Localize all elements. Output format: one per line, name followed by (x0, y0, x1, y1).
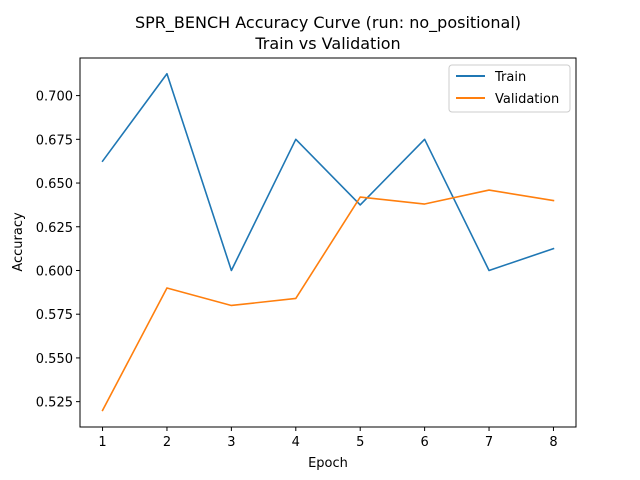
x-tick-label: 5 (356, 435, 364, 450)
x-axis: 1 2 3 4 5 6 7 8 (98, 427, 558, 450)
y-axis: 0.525 0.550 0.575 0.600 0.625 0.650 0.675 0.700 (36, 90, 80, 411)
x-axis-label: Epoch (308, 456, 348, 471)
y-tick-label: 0.550 (36, 352, 73, 367)
series-line-validation (101, 189, 555, 412)
chart-subtitle: Train vs Validation (254, 34, 400, 53)
y-tick-label: 0.650 (36, 177, 73, 192)
x-tick-label: 6 (420, 435, 428, 450)
y-tick-label: 0.675 (36, 133, 73, 148)
legend-label-validation: Validation (495, 92, 559, 107)
x-tick-label: 2 (163, 435, 171, 450)
y-tick-label: 0.700 (36, 90, 73, 105)
x-tick-label: 4 (292, 435, 300, 450)
series-lines (101, 72, 555, 412)
x-tick-label: 8 (549, 435, 557, 450)
plot-frame (79, 57, 577, 428)
x-tick-label: 1 (98, 435, 106, 450)
y-tick-label: 0.525 (36, 396, 73, 411)
y-tick-label: 0.600 (36, 264, 73, 279)
y-tick-label: 0.575 (36, 308, 73, 323)
y-tick-label: 0.625 (36, 221, 73, 236)
legend-label-train: Train (494, 70, 526, 85)
y-axis-label: Accuracy (11, 212, 26, 272)
legend: Train Validation (448, 64, 571, 113)
series-line-train (101, 72, 555, 272)
x-tick-label: 3 (227, 435, 235, 450)
chart-title: SPR_BENCH Accuracy Curve (run: no_positi… (135, 13, 521, 33)
x-tick-label: 7 (485, 435, 493, 450)
